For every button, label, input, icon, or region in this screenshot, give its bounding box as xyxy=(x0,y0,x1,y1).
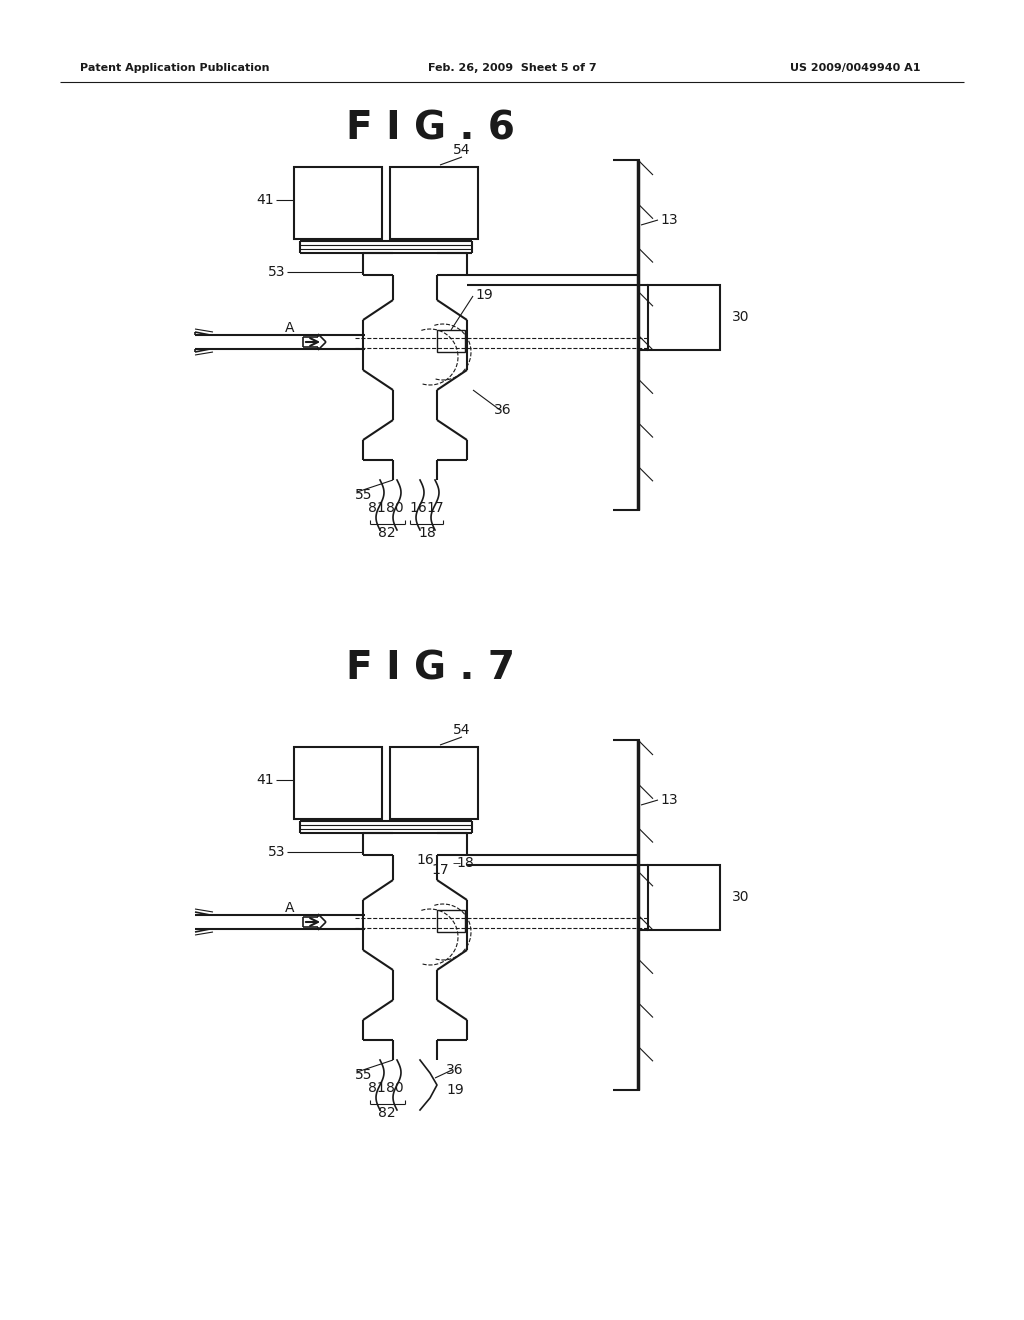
Text: US 2009/0049940 A1: US 2009/0049940 A1 xyxy=(790,63,921,73)
Bar xyxy=(648,865,720,931)
Text: 53: 53 xyxy=(267,845,285,859)
Text: 30: 30 xyxy=(732,890,750,904)
Text: 81: 81 xyxy=(368,502,386,515)
Bar xyxy=(390,747,478,818)
Bar xyxy=(294,168,382,239)
Text: 80: 80 xyxy=(386,1081,403,1096)
Text: 36: 36 xyxy=(446,1063,464,1077)
Text: 13: 13 xyxy=(660,793,678,807)
Text: 30: 30 xyxy=(732,310,750,323)
Text: 18: 18 xyxy=(456,855,474,870)
Text: Feb. 26, 2009  Sheet 5 of 7: Feb. 26, 2009 Sheet 5 of 7 xyxy=(428,63,596,73)
Text: 80: 80 xyxy=(386,502,403,515)
Bar xyxy=(437,909,465,932)
Text: 16: 16 xyxy=(416,853,434,867)
Text: 19: 19 xyxy=(446,1082,464,1097)
Text: 53: 53 xyxy=(267,265,285,279)
Bar xyxy=(390,168,478,239)
Text: 54: 54 xyxy=(454,723,471,737)
Text: 36: 36 xyxy=(495,403,512,417)
Text: 54: 54 xyxy=(454,143,471,157)
Text: F I G . 6: F I G . 6 xyxy=(345,110,514,147)
Text: Patent Application Publication: Patent Application Publication xyxy=(80,63,269,73)
Bar xyxy=(437,330,465,352)
Text: 13: 13 xyxy=(660,213,678,227)
Text: 17: 17 xyxy=(426,502,443,515)
Text: F I G . 7: F I G . 7 xyxy=(345,649,514,686)
Bar xyxy=(294,747,382,818)
Text: A: A xyxy=(286,902,295,915)
Bar xyxy=(648,285,720,350)
Text: 17: 17 xyxy=(431,863,449,876)
Text: 19: 19 xyxy=(475,288,493,302)
Text: 18: 18 xyxy=(418,525,436,540)
Text: 55: 55 xyxy=(355,1068,373,1082)
Text: 41: 41 xyxy=(256,774,274,787)
Text: A: A xyxy=(286,321,295,335)
Text: 55: 55 xyxy=(355,488,373,502)
Text: 16: 16 xyxy=(410,502,427,515)
Text: 41: 41 xyxy=(256,193,274,207)
Text: 82: 82 xyxy=(378,525,396,540)
Text: 81: 81 xyxy=(368,1081,386,1096)
Text: 82: 82 xyxy=(378,1106,396,1119)
